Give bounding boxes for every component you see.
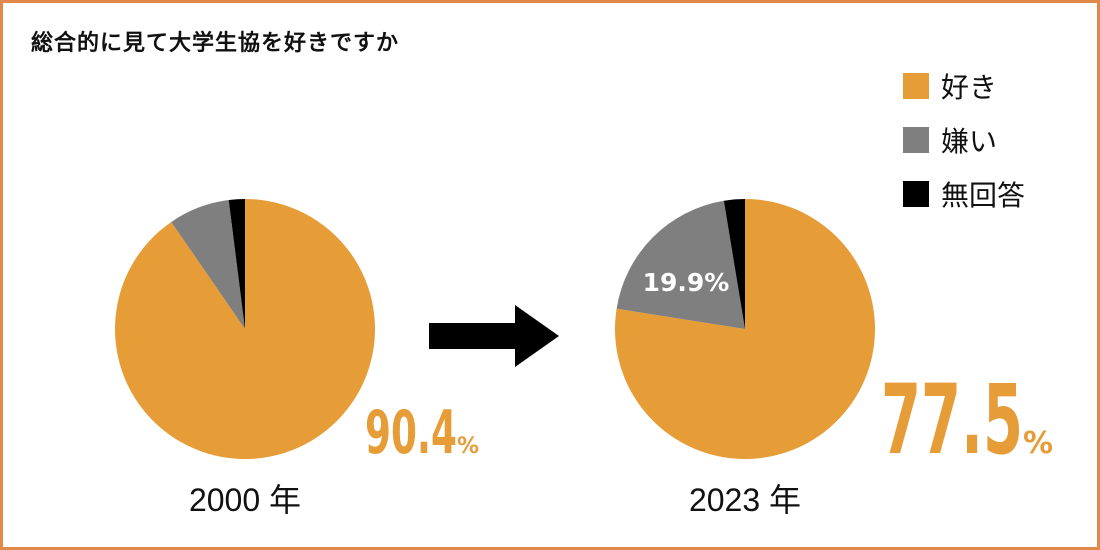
pct-number-2023: 77.5 [881,364,1023,476]
legend-swatch-no-answer [903,181,929,207]
pie-2000-slice-no-answer [228,199,245,329]
slice-label-2023-dislike: 19.9% [643,268,730,297]
legend-label-dislike: 嫌い [941,125,998,158]
legend-label-no-answer: 無回答 [941,179,1026,212]
legend-swatch-dislike [903,127,929,153]
pct-label-2000: 90.4% [365,398,479,468]
year-label-2023: 2023 年 [689,482,801,518]
legend-item-like: 好き [903,59,1025,113]
pie-2000 [114,199,375,459]
pct-number-2000: 90.4 [365,398,457,468]
pie-2023 [615,199,875,459]
legend-label-like: 好き [941,71,998,104]
pie-2023-slice-dislike [616,200,745,329]
pct-unit-2023: % [1023,426,1053,461]
pie-2000-slice-dislike [171,200,245,329]
chart-title: 総合的に見て大学生協を好きですか [31,31,400,56]
legend-swatch-like [903,73,929,99]
legend-item-no-answer: 無回答 [903,167,1025,221]
right-arrow-icon [429,305,559,367]
year-label-2000: 2000 年 [189,482,301,518]
pct-label-2023: 77.5% [881,364,1053,476]
legend-item-dislike: 嫌い [903,113,1025,167]
pct-unit-2000: % [457,434,479,459]
charts-canvas: 2000 年 90.4% 19.9% 2023 年 77.5% [114,199,1053,518]
pie-2023-slice-no-answer [723,199,745,329]
legend: 好き 嫌い 無回答 [903,59,1025,221]
